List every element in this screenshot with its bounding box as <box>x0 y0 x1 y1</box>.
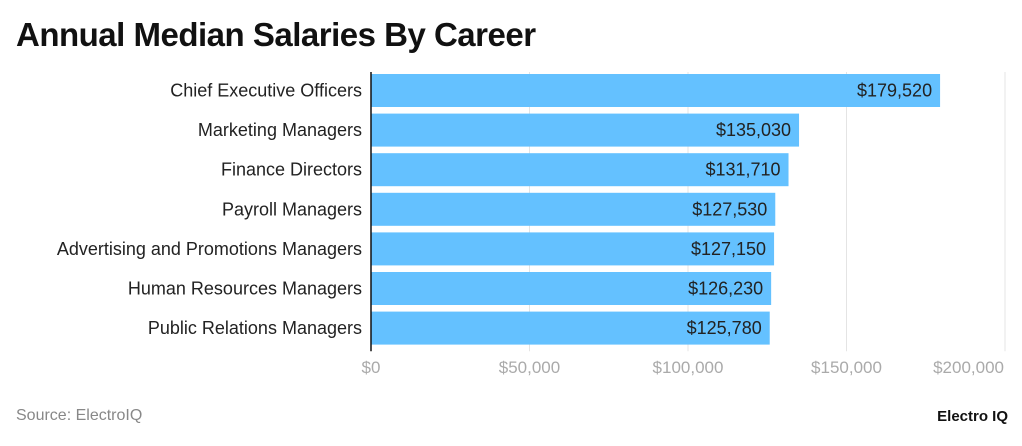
bar <box>371 232 775 266</box>
category-label: Human Resources Managers <box>128 279 362 299</box>
data-label: $131,710 <box>705 160 780 180</box>
bar <box>371 153 789 187</box>
bar <box>371 113 800 147</box>
category-label: Advertising and Promotions Managers <box>57 239 362 259</box>
source-note: Source: ElectroIQ <box>16 407 143 424</box>
category-label: Finance Directors <box>221 160 362 180</box>
data-label: $127,530 <box>692 199 767 219</box>
data-label: $135,030 <box>716 120 791 140</box>
bar <box>371 311 770 345</box>
category-label: Payroll Managers <box>222 199 362 219</box>
data-label: $127,150 <box>691 239 766 259</box>
bar <box>371 272 772 305</box>
brand-logo: Electro IQ <box>937 408 1008 425</box>
data-label: $179,520 <box>857 81 932 101</box>
category-label: Marketing Managers <box>198 120 362 140</box>
bar <box>371 74 941 107</box>
bar <box>371 192 776 226</box>
category-label: Chief Executive Officers <box>170 81 362 101</box>
chart-title: Annual Median Salaries By Career <box>16 16 536 53</box>
x-tick-label: $200,000 <box>933 358 1004 377</box>
data-label: $125,780 <box>687 318 762 338</box>
x-tick-label: $0 <box>362 358 381 377</box>
category-label: Public Relations Managers <box>148 318 362 338</box>
x-tick-label: $150,000 <box>811 358 882 377</box>
data-label: $126,230 <box>688 279 763 299</box>
x-tick-label: $50,000 <box>499 358 560 377</box>
x-tick-label: $100,000 <box>653 358 724 377</box>
